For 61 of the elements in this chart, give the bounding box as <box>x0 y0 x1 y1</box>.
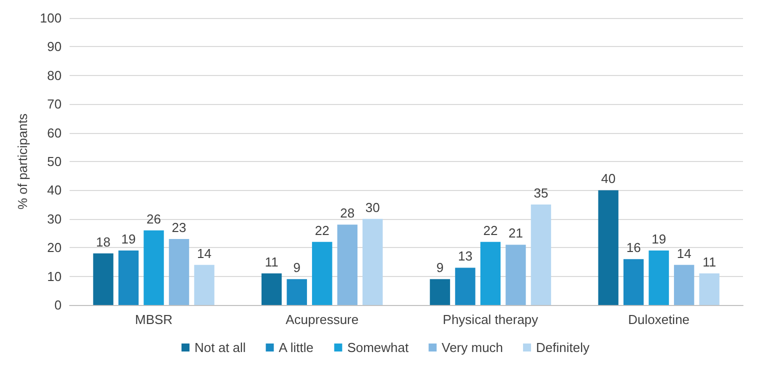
x-tick-label: Duloxetine <box>628 312 690 327</box>
bar <box>648 250 669 305</box>
y-tick-label: 10 <box>47 268 62 284</box>
bar <box>118 250 139 305</box>
bar <box>430 279 450 305</box>
data-label: 9 <box>436 260 444 276</box>
y-tick-label: 60 <box>47 125 62 140</box>
data-label: 11 <box>264 254 278 270</box>
data-label: 21 <box>508 226 523 241</box>
y-tick-label: 50 <box>47 154 62 169</box>
bar <box>362 218 383 305</box>
y-tick-label: 80 <box>47 68 62 83</box>
bar <box>674 264 694 305</box>
bar <box>480 242 501 305</box>
bar <box>144 230 164 305</box>
data-label: 16 <box>626 240 641 256</box>
data-label: 40 <box>601 171 616 186</box>
data-label: 14 <box>197 246 212 261</box>
data-label: 19 <box>652 231 666 246</box>
x-tick-label: Physical therapy <box>442 312 539 327</box>
bar <box>506 244 526 305</box>
bar <box>262 273 282 305</box>
bar <box>286 279 307 305</box>
legend-label: Very much <box>442 340 504 355</box>
legend-label: Somewhat <box>347 340 410 355</box>
data-label: 26 <box>146 211 161 226</box>
data-label: 9 <box>293 260 300 276</box>
bar <box>598 190 618 305</box>
bar <box>312 242 332 305</box>
y-tick-label: 70 <box>47 96 62 112</box>
legend-label: A little <box>278 340 314 355</box>
bar <box>194 264 214 305</box>
data-label: 13 <box>458 248 472 264</box>
data-label: 11 <box>702 254 716 270</box>
data-label: 18 <box>96 234 110 250</box>
y-tick-label: 20 <box>47 240 62 256</box>
data-label: 30 <box>365 200 380 215</box>
legend-label: Not at all <box>194 340 246 355</box>
bar <box>168 238 190 305</box>
bar <box>623 259 644 305</box>
data-label: 23 <box>172 220 186 235</box>
y-tick-label: 0 <box>54 298 62 312</box>
bar <box>699 273 720 305</box>
x-tick-label: MBSR <box>134 312 173 327</box>
bar <box>93 253 114 305</box>
y-tick-label: 100 <box>40 10 62 26</box>
x-tick-label: Acupressure <box>286 312 359 327</box>
data-label: 14 <box>676 246 692 261</box>
bar <box>530 204 552 305</box>
bar <box>455 268 476 305</box>
y-tick-label: 90 <box>47 39 62 54</box>
data-label: 22 <box>483 222 498 238</box>
y-tick-label: 40 <box>47 182 62 198</box>
y-tick-label: 30 <box>47 211 62 226</box>
data-label: 19 <box>121 231 136 246</box>
data-label: 22 <box>314 222 330 238</box>
legend-label: Definitely <box>536 340 590 355</box>
data-label: 35 <box>534 186 548 201</box>
data-label: 28 <box>340 206 355 221</box>
y-axis-title: % of participants <box>15 112 30 210</box>
bar <box>337 224 358 305</box>
